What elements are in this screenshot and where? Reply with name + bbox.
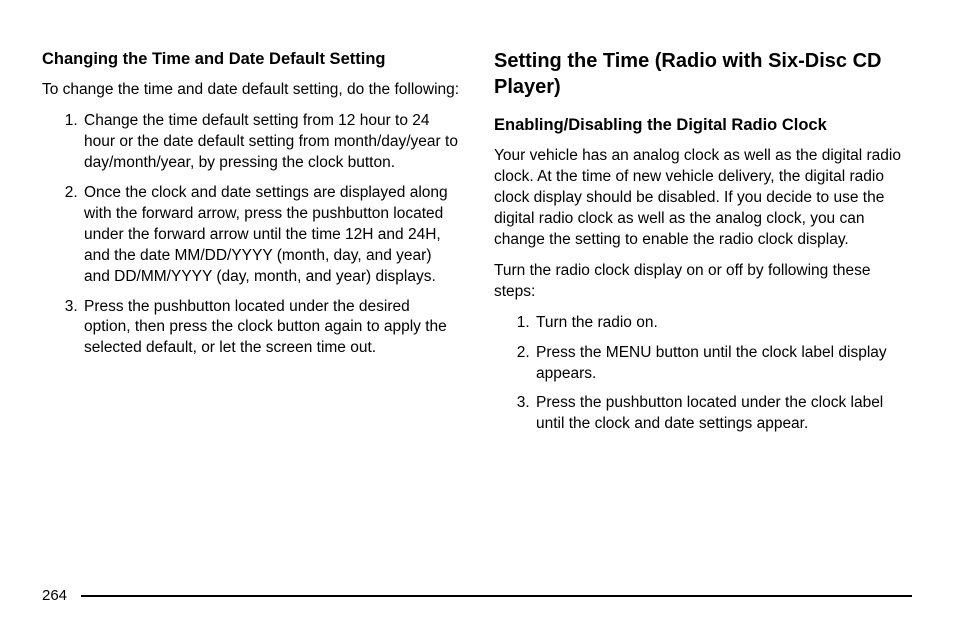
page-columns: Changing the Time and Date Default Setti…: [42, 48, 912, 444]
list-item: Turn the radio on.: [534, 313, 912, 334]
right-column: Setting the Time (Radio with Six-Disc CD…: [494, 48, 912, 444]
page-footer: 264: [42, 587, 912, 604]
list-item: Press the pushbutton located under the c…: [534, 393, 912, 435]
list-item: Press the pushbutton located under the d…: [82, 297, 460, 360]
page-number: 264: [42, 587, 67, 604]
left-column: Changing the Time and Date Default Setti…: [42, 48, 460, 444]
list-item: Change the time default setting from 12 …: [82, 111, 460, 174]
right-steps: Turn the radio on. Press the MENU button…: [494, 313, 912, 436]
left-subheading: Changing the Time and Date Default Setti…: [42, 48, 460, 70]
right-para2: Turn the radio clock display on or off b…: [494, 261, 912, 303]
right-heading: Setting the Time (Radio with Six-Disc CD…: [494, 48, 912, 100]
right-subheading: Enabling/Disabling the Digital Radio Clo…: [494, 114, 912, 136]
right-para1: Your vehicle has an analog clock as well…: [494, 146, 912, 251]
list-item: Press the MENU button until the clock la…: [534, 343, 912, 385]
list-item: Once the clock and date settings are dis…: [82, 183, 460, 288]
left-steps: Change the time default setting from 12 …: [42, 111, 460, 359]
left-intro: To change the time and date default sett…: [42, 80, 460, 101]
footer-rule: [81, 595, 912, 597]
